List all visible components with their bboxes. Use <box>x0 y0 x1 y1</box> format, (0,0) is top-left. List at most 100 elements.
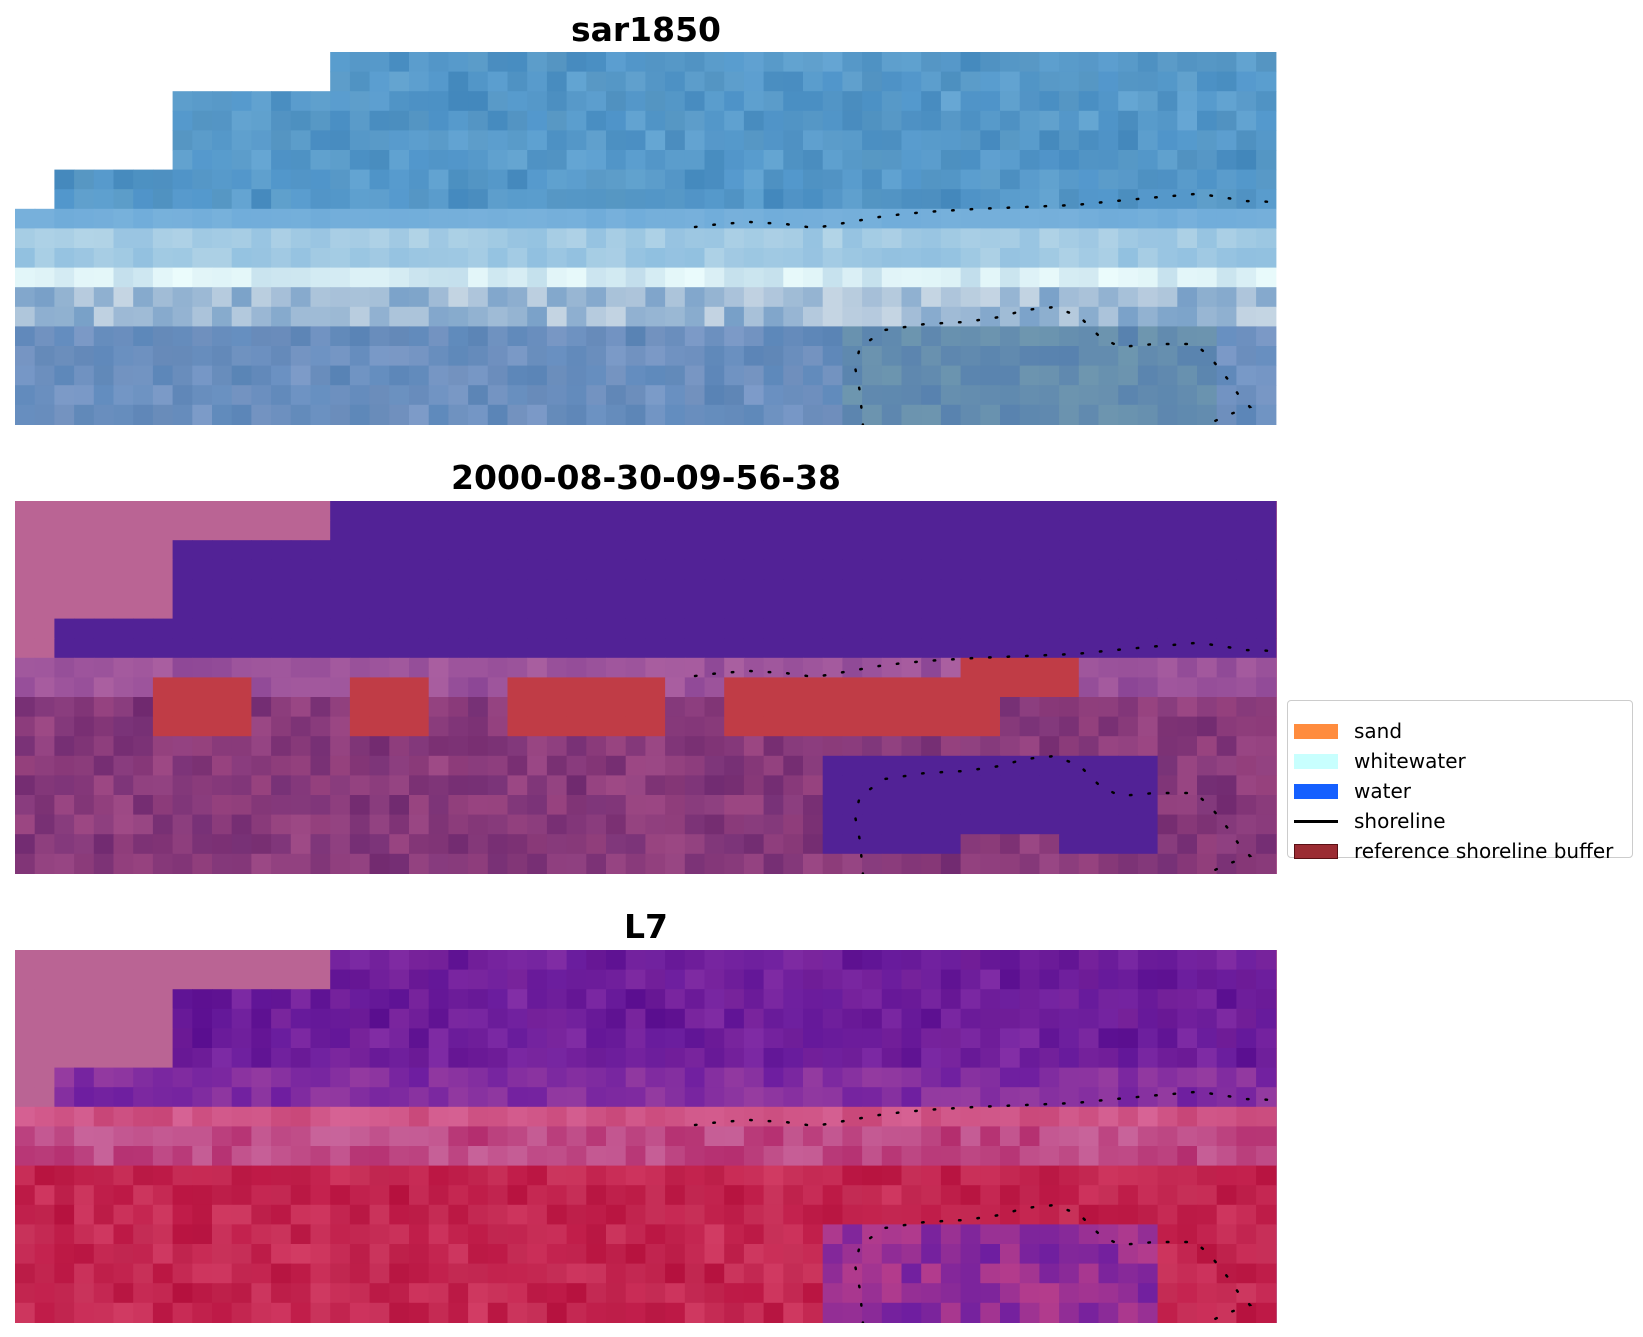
raster-pixel <box>842 559 863 580</box>
raster-pixel <box>921 169 942 190</box>
raster-pixel <box>842 969 863 990</box>
raster-pixel <box>822 1008 843 1029</box>
raster-pixel <box>546 1008 568 1029</box>
raster-pixel <box>113 989 134 1010</box>
raster-pixel <box>566 755 587 776</box>
raster-pixel <box>172 559 193 580</box>
raster-pixel <box>507 716 528 737</box>
raster-pixel <box>881 1224 903 1245</box>
raster-pixel <box>1098 404 1119 425</box>
raster-pixel <box>1059 1028 1080 1049</box>
raster-pixel <box>54 638 75 659</box>
raster-pixel <box>1256 1067 1277 1088</box>
raster-pixel <box>448 618 469 639</box>
raster-pixel <box>881 1028 903 1049</box>
raster-pixel <box>1236 775 1257 796</box>
raster-pixel <box>1177 716 1198 737</box>
raster-pixel <box>724 1224 745 1245</box>
raster-pixel <box>842 267 863 288</box>
raster-pixel <box>901 1028 922 1049</box>
raster-pixel <box>1078 834 1100 855</box>
raster-pixel <box>1177 110 1198 131</box>
raster-pixel <box>901 834 922 855</box>
raster-pixel <box>1256 91 1277 112</box>
raster-pixel <box>960 775 981 796</box>
raster-pixel <box>763 91 784 112</box>
raster-pixel <box>172 326 193 347</box>
raster-pixel <box>409 208 430 229</box>
raster-pixel <box>1118 697 1139 718</box>
raster-pixel <box>349 189 371 210</box>
raster-pixel <box>1118 71 1139 92</box>
raster-pixel <box>940 853 962 874</box>
raster-pixel <box>34 1165 55 1186</box>
raster-pixel <box>921 404 942 425</box>
raster-pixel <box>1137 91 1159 112</box>
raster-pixel <box>921 1087 942 1108</box>
raster-pixel <box>606 1165 627 1186</box>
raster-pixel <box>290 346 312 367</box>
raster-pixel <box>507 267 528 288</box>
raster-pixel <box>1078 540 1100 561</box>
raster-pixel <box>546 950 568 971</box>
raster-pixel <box>1157 326 1178 347</box>
raster-pixel <box>606 775 627 796</box>
raster-pixel <box>409 1302 430 1323</box>
raster-pixel <box>724 1048 745 1069</box>
raster-pixel <box>468 346 489 367</box>
raster-pixel <box>271 1067 292 1088</box>
raster-pixel <box>1078 677 1100 698</box>
raster-pixel <box>1197 189 1218 210</box>
raster-pixel <box>468 1224 489 1245</box>
raster-pixel <box>172 1224 193 1245</box>
raster-pixel <box>527 540 548 561</box>
raster-pixel <box>349 326 371 347</box>
raster-pixel <box>1177 189 1198 210</box>
raster-pixel <box>428 385 449 406</box>
raster-pixel <box>1118 1244 1139 1265</box>
raster-pixel <box>1118 736 1139 757</box>
raster-pixel <box>586 1067 607 1088</box>
raster-pixel <box>546 110 568 131</box>
raster-pixel <box>54 716 75 737</box>
raster-pixel <box>862 150 883 171</box>
raster-pixel <box>113 1302 134 1323</box>
raster-pixel <box>1039 814 1060 835</box>
raster-pixel <box>862 169 883 190</box>
raster-pixel <box>625 326 646 347</box>
raster-pixel <box>1157 540 1178 561</box>
raster-pixel <box>290 1008 312 1029</box>
raster-pixel <box>625 1008 646 1029</box>
raster-pixel <box>803 385 824 406</box>
raster-pixel <box>822 559 843 580</box>
raster-pixel <box>310 228 331 249</box>
raster-pixel <box>803 404 824 425</box>
raster-pixel <box>1039 599 1060 620</box>
raster-pixel <box>980 638 1001 659</box>
raster-pixel <box>783 1008 804 1029</box>
raster-pixel <box>862 267 883 288</box>
raster-pixel <box>1019 71 1040 92</box>
raster-pixel <box>409 755 430 776</box>
raster-pixel <box>93 716 115 737</box>
raster-pixel <box>1236 969 1257 990</box>
raster-pixel <box>901 306 922 327</box>
raster-pixel <box>468 1165 489 1186</box>
raster-pixel <box>113 346 134 367</box>
raster-pixel <box>310 208 331 229</box>
raster-pixel <box>330 1204 351 1225</box>
raster-pixel <box>980 346 1001 367</box>
raster-pixel <box>1000 169 1021 190</box>
raster-pixel <box>310 755 331 776</box>
raster-pixel <box>15 599 36 620</box>
raster-pixel <box>606 52 627 73</box>
raster-pixel <box>940 950 962 971</box>
raster-pixel <box>960 71 981 92</box>
raster-pixel <box>724 130 745 151</box>
raster-pixel <box>212 540 233 561</box>
raster-pixel <box>901 169 922 190</box>
raster-pixel <box>960 520 981 541</box>
raster-pixel <box>330 618 351 639</box>
raster-pixel <box>1177 618 1198 639</box>
raster-pixel <box>625 950 646 971</box>
